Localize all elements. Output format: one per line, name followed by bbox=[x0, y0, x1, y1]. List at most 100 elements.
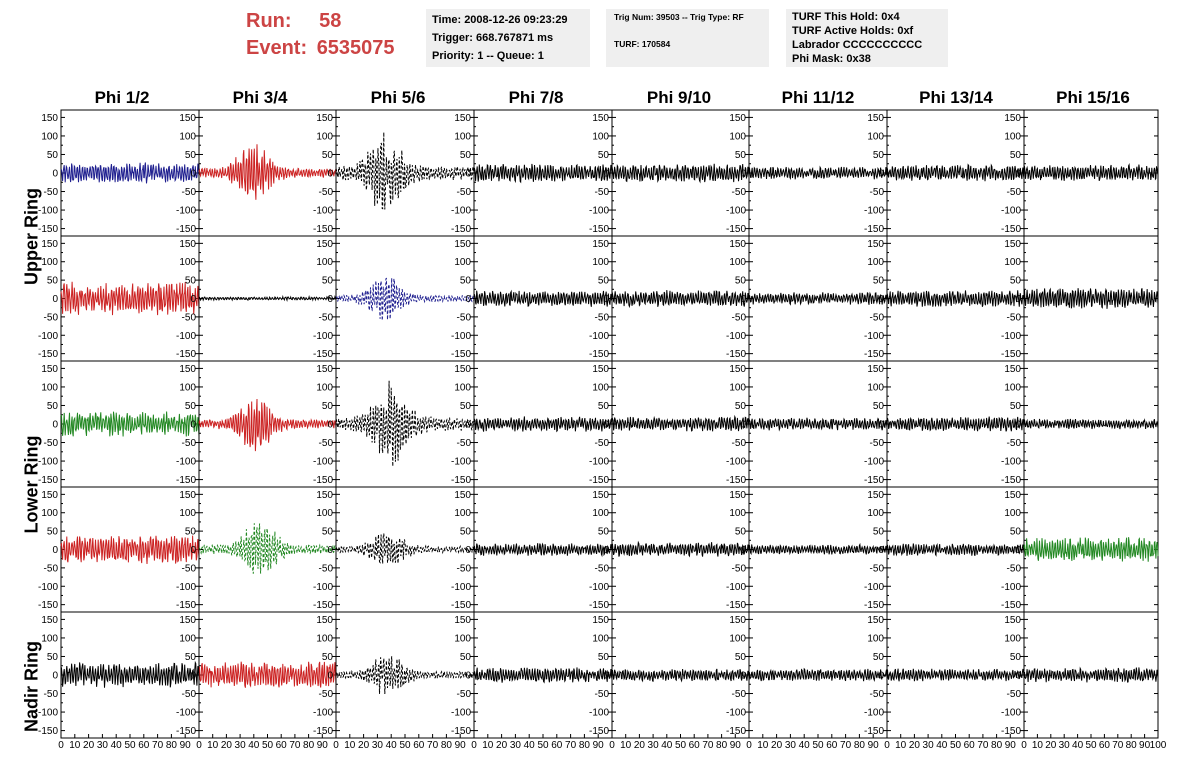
x-tick-label: 0 bbox=[196, 740, 202, 751]
waveform-trace bbox=[611, 163, 750, 184]
y-tick-label: 50 bbox=[460, 276, 472, 287]
y-tick-label: 100 bbox=[729, 633, 746, 644]
x-tick-label: 50 bbox=[537, 740, 549, 751]
x-tick-label: 50 bbox=[950, 740, 962, 751]
y-tick-label: -150 bbox=[176, 224, 196, 235]
y-tick-label: 0 bbox=[327, 169, 333, 180]
y-tick-label: 150 bbox=[179, 113, 196, 124]
y-tick-label: 0 bbox=[465, 294, 471, 305]
column-header-phi-15-16: Phi 15/16 bbox=[1056, 88, 1130, 107]
y-tick-label: 50 bbox=[185, 150, 197, 161]
x-tick-label: 80 bbox=[441, 740, 453, 751]
y-tick-label: -50 bbox=[732, 689, 747, 700]
y-tick-label: 100 bbox=[454, 508, 471, 519]
waveform-trace bbox=[60, 535, 200, 565]
y-tick-label: -150 bbox=[1001, 349, 1021, 360]
waveform-trace bbox=[611, 290, 750, 309]
waveform-trace bbox=[198, 294, 337, 303]
y-tick-label: -150 bbox=[864, 349, 884, 360]
y-tick-label: 150 bbox=[41, 364, 58, 375]
y-tick-label: -100 bbox=[864, 457, 884, 468]
x-tick-label: 60 bbox=[1099, 740, 1111, 751]
waveform-trace bbox=[473, 667, 613, 684]
y-tick-label: -150 bbox=[451, 600, 471, 611]
y-tick-label: 100 bbox=[592, 508, 609, 519]
y-tick-label: -50 bbox=[595, 438, 610, 449]
y-tick-label: -100 bbox=[589, 457, 609, 468]
y-tick-label: 100 bbox=[592, 382, 609, 393]
y-tick-label: 100 bbox=[729, 508, 746, 519]
y-tick-label: -100 bbox=[864, 582, 884, 593]
y-tick-label: 0 bbox=[878, 420, 884, 431]
y-tick-label: 50 bbox=[47, 401, 59, 412]
y-tick-label: -50 bbox=[595, 689, 610, 700]
y-tick-label: 50 bbox=[735, 150, 747, 161]
y-tick-label: -50 bbox=[457, 438, 472, 449]
y-tick-label: 0 bbox=[52, 169, 58, 180]
y-tick-label: 0 bbox=[327, 420, 333, 431]
x-tick-label: 20 bbox=[358, 740, 370, 751]
y-tick-label: -150 bbox=[864, 600, 884, 611]
waveform-trace bbox=[748, 165, 888, 180]
y-tick-label: -100 bbox=[176, 457, 196, 468]
y-tick-label: 0 bbox=[878, 294, 884, 305]
waveform-trace bbox=[473, 542, 613, 558]
time-text: Time: 2008-12-26 09:23:29 bbox=[432, 14, 568, 26]
run-event-box: Run: 58 Event: 6535075 bbox=[246, 8, 416, 66]
x-tick-label: 80 bbox=[991, 740, 1003, 751]
y-tick-label: 100 bbox=[41, 382, 58, 393]
y-tick-label: 150 bbox=[41, 490, 58, 501]
y-tick-label: -50 bbox=[870, 312, 885, 323]
x-tick-label: 30 bbox=[923, 740, 935, 751]
x-tick-label: 40 bbox=[799, 740, 811, 751]
x-tick-label: 50 bbox=[124, 740, 136, 751]
labrador-text: Labrador CCCCCCCCCC bbox=[792, 39, 923, 51]
waveform-trace bbox=[60, 660, 200, 688]
y-tick-label: 100 bbox=[592, 131, 609, 142]
y-tick-label: -150 bbox=[313, 600, 333, 611]
x-tick-label: 90 bbox=[868, 740, 880, 751]
y-tick-label: 100 bbox=[454, 257, 471, 268]
y-tick-label: 50 bbox=[460, 652, 472, 663]
y-tick-label: -50 bbox=[319, 438, 334, 449]
y-tick-label: 150 bbox=[592, 615, 609, 626]
y-tick-label: 0 bbox=[740, 420, 746, 431]
waveform-trace bbox=[1023, 537, 1159, 562]
y-tick-label: -50 bbox=[319, 689, 334, 700]
y-tick-label: -100 bbox=[38, 582, 58, 593]
y-tick-label: 0 bbox=[327, 545, 333, 556]
waveform-trace bbox=[886, 542, 1025, 557]
y-tick-label: -50 bbox=[319, 563, 334, 574]
y-tick-label: 100 bbox=[1004, 257, 1021, 268]
y-tick-label: -50 bbox=[44, 563, 59, 574]
column-header-phi-3-4: Phi 3/4 bbox=[232, 88, 288, 107]
y-tick-label: -50 bbox=[44, 438, 59, 449]
x-tick-label: 80 bbox=[1126, 740, 1138, 751]
x-tick-label: 70 bbox=[427, 740, 439, 751]
y-tick-label: -150 bbox=[1001, 224, 1021, 235]
waveform-trace bbox=[886, 163, 1025, 182]
waveform-trace bbox=[748, 542, 888, 556]
waveform-trace bbox=[473, 416, 613, 433]
y-tick-label: 150 bbox=[454, 113, 471, 124]
waveform-trace bbox=[335, 533, 475, 564]
y-tick-label: -50 bbox=[44, 312, 59, 323]
waveform-trace bbox=[886, 668, 1025, 682]
y-tick-label: 50 bbox=[735, 401, 747, 412]
y-tick-label: 100 bbox=[867, 131, 884, 142]
x-tick-label: 40 bbox=[524, 740, 536, 751]
y-tick-label: 150 bbox=[592, 239, 609, 250]
y-tick-label: 0 bbox=[465, 671, 471, 682]
waveform-trace bbox=[1023, 287, 1159, 309]
y-tick-label: 50 bbox=[322, 652, 334, 663]
y-tick-label: -150 bbox=[726, 349, 746, 360]
waveform-trace bbox=[886, 290, 1025, 308]
column-header-phi-11-12: Phi 11/12 bbox=[781, 88, 855, 107]
y-tick-label: -100 bbox=[451, 206, 471, 217]
y-tick-label: 150 bbox=[41, 615, 58, 626]
y-tick-label: 0 bbox=[740, 169, 746, 180]
x-tick-label: 30 bbox=[785, 740, 797, 751]
y-tick-label: 150 bbox=[867, 490, 884, 501]
y-tick-label: -100 bbox=[726, 582, 746, 593]
